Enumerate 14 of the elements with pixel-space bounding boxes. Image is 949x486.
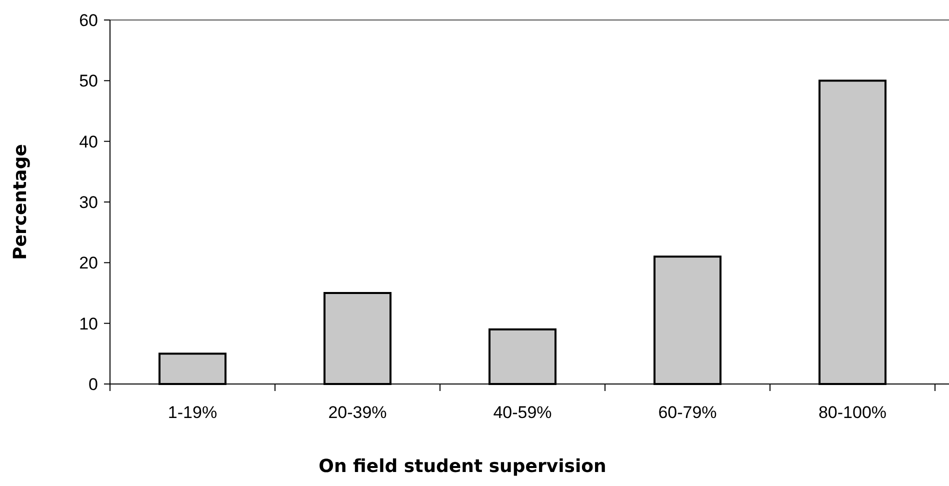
y-tick-label: 60	[79, 10, 98, 30]
y-tick-label: 40	[79, 132, 98, 152]
y-tick-label: 30	[79, 192, 98, 212]
x-tick-label: 80-100%	[818, 403, 887, 422]
x-tick-label: 60-79%	[658, 403, 717, 422]
y-tick-label: 10	[79, 314, 98, 334]
y-tick-label: 50	[79, 72, 98, 91]
y-tick-label: 0	[88, 374, 98, 394]
y-tick-label: 20	[79, 254, 98, 273]
x-tick-label: 1-19%	[168, 403, 218, 422]
x-axis-title: On field student supervision	[318, 456, 606, 477]
y-axis-title: Percentage	[10, 144, 31, 260]
x-tick-label: 40-59%	[493, 403, 552, 422]
x-tick-label: 20-39%	[328, 403, 387, 422]
